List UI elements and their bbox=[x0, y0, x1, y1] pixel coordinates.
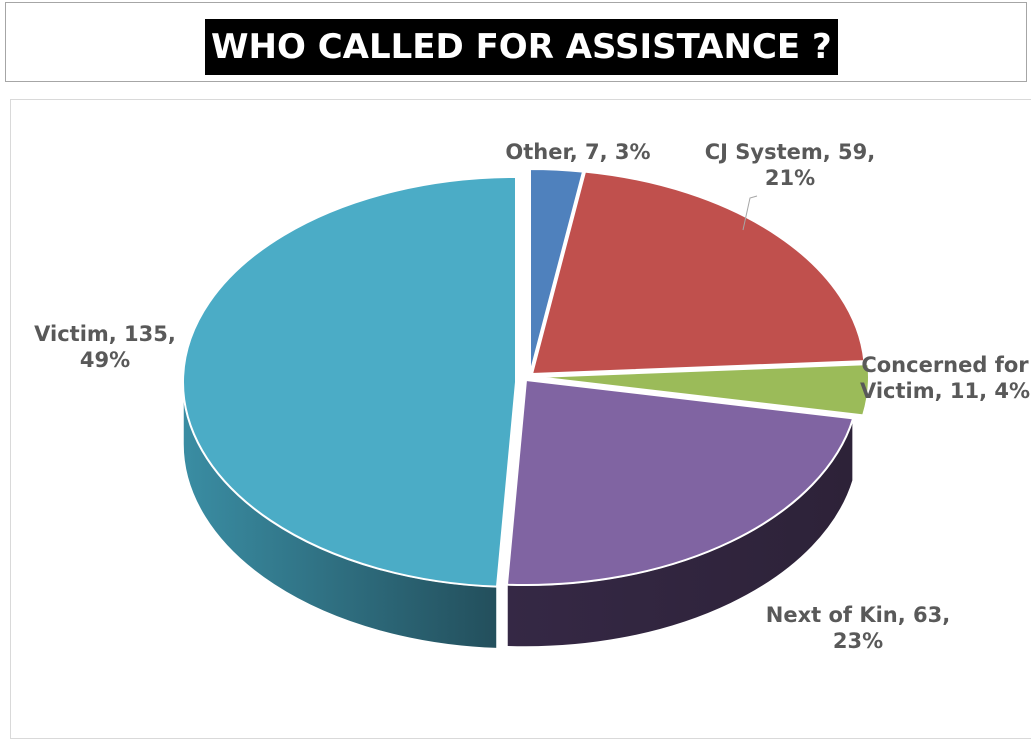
data-label-next-of-kin: Next of Kin, 63, 23% bbox=[766, 603, 951, 653]
pie-slice-victim bbox=[182, 175, 517, 588]
leader-line-cj-system bbox=[742, 195, 758, 231]
pie-slice-cj-system bbox=[530, 170, 866, 376]
pie-slice-other bbox=[529, 167, 585, 375]
data-label-cj-system: CJ System, 59, 21% bbox=[705, 140, 876, 190]
pie-chart: Other, 7, 3% CJ System, 59, 21% Concerned f… bbox=[34, 140, 1030, 653]
data-label-concerned-for-victim: Concerned for Victim, 11, 4% bbox=[860, 353, 1030, 403]
data-label-victim: Victim, 135, 49% bbox=[34, 322, 176, 372]
chart-title: WHO CALLED FOR ASSISTANCE ? bbox=[205, 19, 838, 75]
pie-slice-concerned-for-victim bbox=[535, 363, 870, 417]
title-box: WHO CALLED FOR ASSISTANCE ? bbox=[5, 2, 1027, 82]
data-label-other: Other, 7, 3% bbox=[505, 140, 650, 164]
pie-slice-next-of-kin bbox=[505, 378, 855, 586]
